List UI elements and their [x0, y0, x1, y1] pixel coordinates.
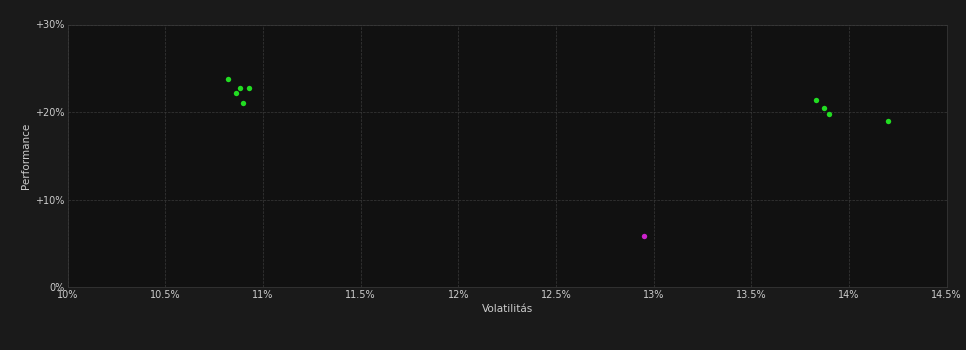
Y-axis label: Performance: Performance — [21, 122, 31, 189]
Point — [236, 100, 251, 106]
Point — [816, 105, 832, 111]
Point — [880, 118, 895, 124]
Point — [809, 97, 824, 103]
Point — [242, 85, 257, 91]
Point — [228, 90, 243, 96]
Point — [637, 233, 652, 239]
Point — [220, 76, 236, 82]
Point — [232, 85, 247, 90]
Point — [822, 111, 838, 117]
X-axis label: Volatilitás: Volatilitás — [481, 304, 533, 314]
